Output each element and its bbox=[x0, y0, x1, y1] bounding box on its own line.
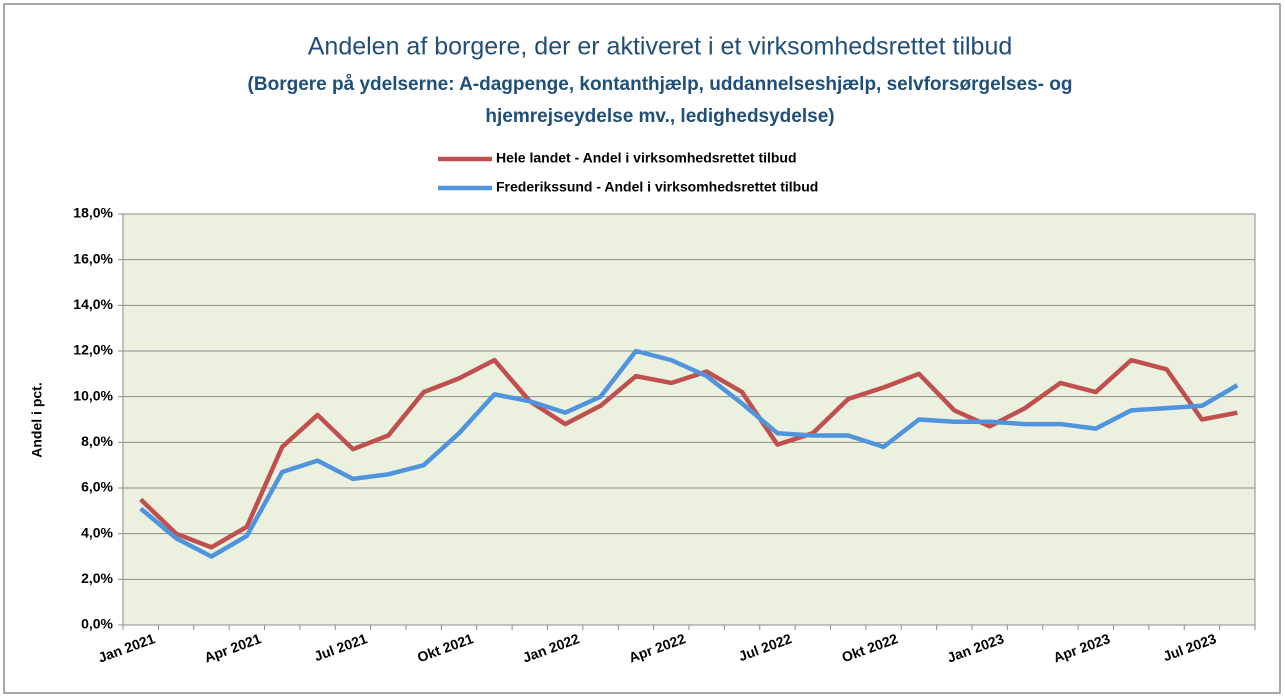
y-tick-label: 8,0% bbox=[81, 433, 113, 449]
y-tick-label: 12,0% bbox=[73, 342, 113, 358]
y-tick-label: 16,0% bbox=[73, 250, 113, 266]
line-series bbox=[139, 357, 1238, 550]
y-axis-label: Andel i pct. bbox=[29, 382, 45, 457]
chart-title: Andelen af borgere, der er aktiveret i e… bbox=[308, 33, 1013, 61]
y-tick-label: 2,0% bbox=[81, 570, 113, 586]
y-tick-label: 0,0% bbox=[81, 616, 113, 632]
line-series bbox=[139, 348, 1239, 559]
y-tick-label: 6,0% bbox=[81, 479, 113, 495]
plot-area bbox=[122, 213, 1256, 626]
chart-subtitle: (Borgere på ydelserne: A-dagpenge, konta… bbox=[248, 74, 1073, 95]
y-tick-label: 18,0% bbox=[73, 205, 113, 221]
y-tick-label: 10,0% bbox=[73, 387, 113, 403]
chart-subtitle: hjemrejseydelse mv., ledighedsydelse) bbox=[485, 106, 834, 127]
legend-label: Hele landet - Andel i virksomhedsrettet … bbox=[496, 150, 797, 166]
y-tick-label: 14,0% bbox=[73, 296, 113, 312]
y-tick-label: 4,0% bbox=[81, 524, 113, 540]
legend-label: Frederikssund - Andel i virksomhedsrette… bbox=[496, 179, 818, 195]
